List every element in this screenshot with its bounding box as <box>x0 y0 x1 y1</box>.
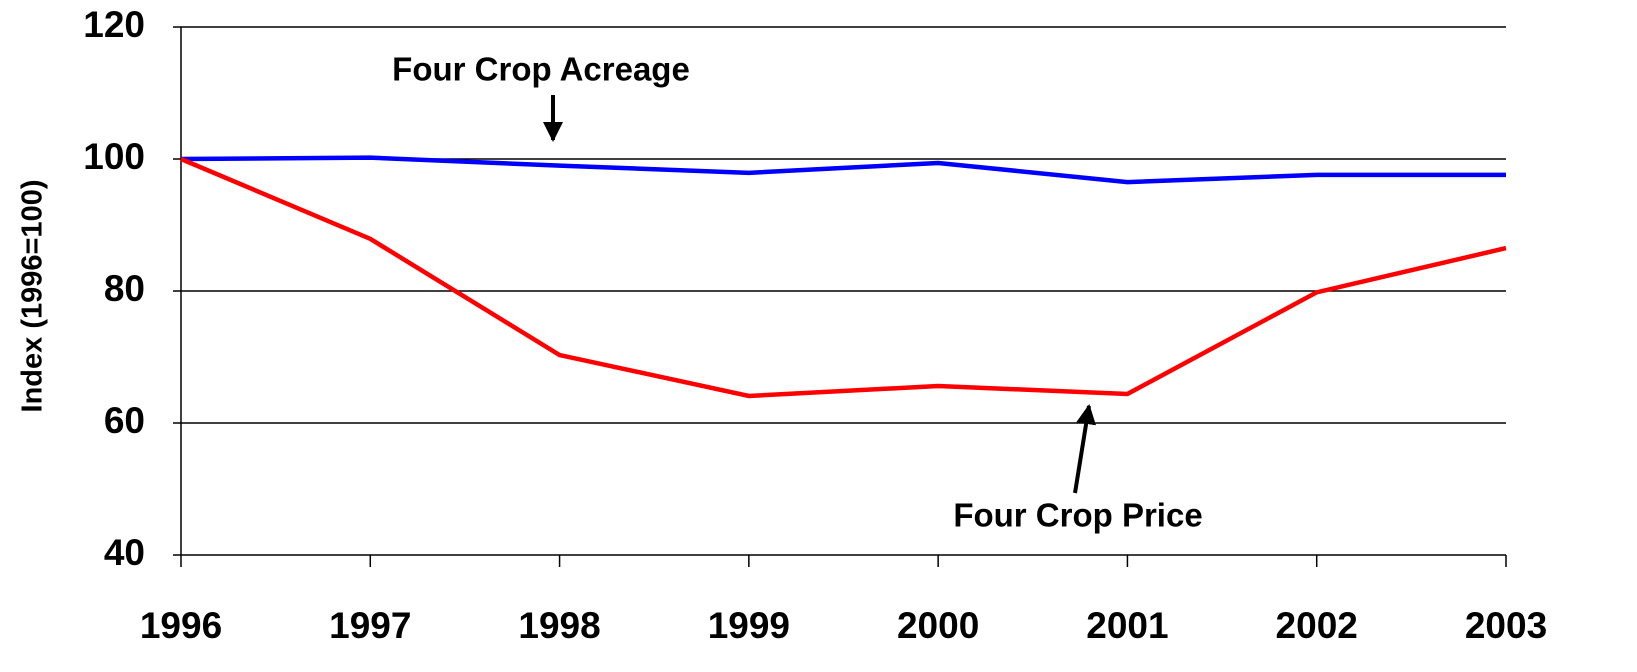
y-tick-label: 120 <box>83 4 145 45</box>
y-tick-label: 100 <box>83 136 145 177</box>
x-tick-label: 1999 <box>708 605 790 646</box>
annotation: Four Crop Acreage <box>392 51 690 88</box>
series-line <box>180 156 1507 399</box>
x-tick-label: 1996 <box>140 605 222 646</box>
y-tick-label: 40 <box>104 532 145 573</box>
annotation: Four Crop Price <box>953 497 1202 534</box>
y-tick-label: 60 <box>104 400 145 441</box>
x-tick-label: 1997 <box>329 605 411 646</box>
x-tick-label: 2002 <box>1276 605 1358 646</box>
annotation-arrow <box>1073 404 1097 494</box>
y-axis-label: Index (1996=100) <box>17 180 49 413</box>
y-tick-label: 80 <box>104 268 145 309</box>
x-tick-label: 1998 <box>518 605 600 646</box>
x-tick-label: 2003 <box>1465 605 1547 646</box>
x-tick-label: 2001 <box>1086 605 1168 646</box>
x-tick-label: 2000 <box>897 605 979 646</box>
series-line <box>180 155 1506 185</box>
